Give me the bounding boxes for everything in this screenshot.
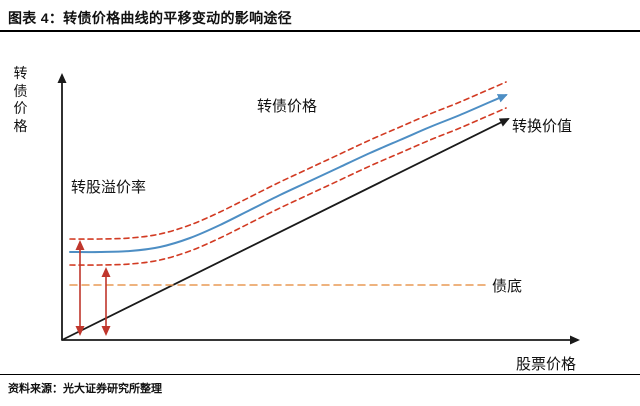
premium-rate-label: 转股溢价率: [71, 179, 147, 196]
series-conversion-value: [61, 118, 510, 341]
series-bond-price: [69, 94, 508, 254]
price-curve-plot: [57, 73, 580, 345]
figure-footer: 资料来源：光大证券研究所整理: [0, 374, 640, 406]
y-axis-label: 转债价格: [13, 65, 28, 134]
series-bond-price-shift-down: [69, 107, 507, 266]
figure-title: 图表 4：转债价格曲线的平移变动的影响途径: [8, 10, 292, 26]
series-bond-price-shift-up: [69, 81, 507, 240]
source-note: 资料来源：光大证券研究所整理: [8, 383, 162, 395]
premium-arrows-layer: [75, 240, 111, 336]
figure-header: 图表 4：转债价格曲线的平移变动的影响途径: [0, 0, 640, 28]
series-layer: [61, 81, 510, 341]
bond-floor-label: 债底: [492, 278, 523, 295]
bond-price-curve-label: 转债价格: [257, 98, 318, 115]
conversion-value-label: 转换价值: [512, 118, 573, 135]
x-axis-label: 股票价格: [516, 356, 577, 373]
chart-area: 转债价格 股票价格 转债价格 转换价值 转股溢价率 债底: [0, 33, 640, 373]
axes: [57, 73, 580, 345]
header-divider: [0, 30, 640, 32]
